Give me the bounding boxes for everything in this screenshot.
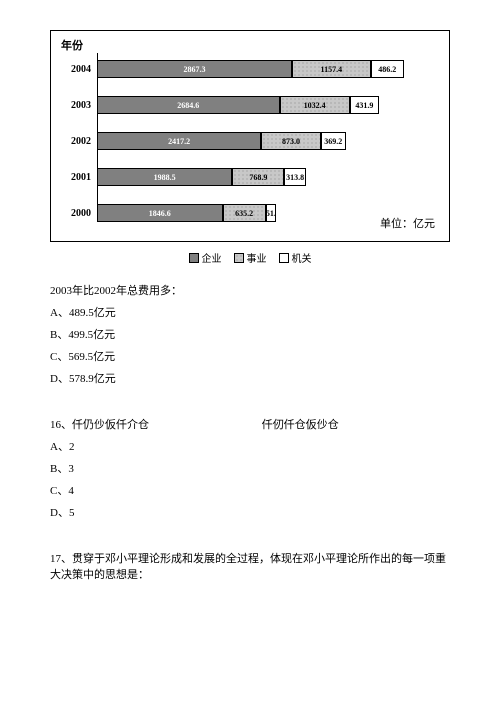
bar-segment-机关: 151.6 xyxy=(266,204,276,222)
question-header: 16、仟仍仯仮仟介仓 仟仞仟仓仮仯仓 xyxy=(50,416,450,432)
bar-segment-事业: 1157.4 xyxy=(292,60,371,78)
year-label: 2001 xyxy=(61,172,91,183)
option-a: A、2 xyxy=(50,438,450,454)
bar-row: 20032684.61032.4431.9 xyxy=(97,93,439,117)
legend-swatch xyxy=(189,253,199,263)
question-number: 16、仟仍仯仮仟介仓 xyxy=(50,416,149,432)
chart-container: 年份 20042867.31157.4486.220032684.61032.4… xyxy=(50,30,450,242)
bar-row: 20042867.31157.4486.2 xyxy=(97,57,439,81)
bar-segment-企业: 1988.5 xyxy=(97,168,232,186)
bar-segment-机关: 369.2 xyxy=(321,132,346,150)
question-15: 2003年比2002年总费用多： A、489.5亿元 B、499.5亿元 C、5… xyxy=(50,282,450,386)
bar-segment-事业: 873.0 xyxy=(261,132,320,150)
question-options: A、489.5亿元 B、499.5亿元 C、569.5亿元 D、578.9亿元 xyxy=(50,304,450,386)
legend-item: 机关 xyxy=(279,250,312,265)
legend-label: 企业 xyxy=(202,250,222,265)
year-label: 2002 xyxy=(61,136,91,147)
option-c: C、569.5亿元 xyxy=(50,348,450,364)
question-16: 16、仟仍仯仮仟介仓 仟仞仟仓仮仯仓 A、2 B、3 C、4 D、5 xyxy=(50,416,450,520)
bar-segment-企业: 1846.6 xyxy=(97,204,223,222)
option-c: C、4 xyxy=(50,482,450,498)
bar-segment-企业: 2417.2 xyxy=(97,132,261,150)
document-content: 年份 20042867.31157.4486.220032684.61032.4… xyxy=(0,0,500,632)
year-label: 2003 xyxy=(61,100,91,111)
bar-segment-机关: 431.9 xyxy=(350,96,379,114)
unit-label: 单位：亿元 xyxy=(380,215,435,231)
chart-plot: 年份 20042867.31157.4486.220032684.61032.4… xyxy=(51,31,449,241)
legend-label: 事业 xyxy=(247,250,267,265)
bar-segment-机关: 486.2 xyxy=(371,60,404,78)
bar-segment-企业: 2684.6 xyxy=(97,96,280,114)
option-d: D、5 xyxy=(50,504,450,520)
bar-row: 20022417.2873.0369.2 xyxy=(97,129,439,153)
legend-item: 企业 xyxy=(189,250,222,265)
question-options: A、2 B、3 C、4 D、5 xyxy=(50,438,450,520)
legend-item: 事业 xyxy=(234,250,267,265)
bar-segment-事业: 1032.4 xyxy=(280,96,350,114)
question-text: 17、贯穿于邓小平理论形成和发展的全过程，体现在邓小平理论所作出的每一项重大决策… xyxy=(50,550,450,582)
option-d: D、578.9亿元 xyxy=(50,370,450,386)
bar-segment-事业: 768.9 xyxy=(232,168,284,186)
legend-swatch xyxy=(279,253,289,263)
y-axis-title: 年份 xyxy=(61,37,83,53)
option-b: B、499.5亿元 xyxy=(50,326,450,342)
bar-segment-事业: 635.2 xyxy=(223,204,266,222)
option-a: A、489.5亿元 xyxy=(50,304,450,320)
year-label: 2000 xyxy=(61,208,91,219)
bar-row: 20011988.5768.9313.8 xyxy=(97,165,439,189)
option-b: B、3 xyxy=(50,460,450,476)
question-text: 2003年比2002年总费用多： xyxy=(50,282,450,298)
question-right-text: 仟仞仟仓仮仯仓 xyxy=(262,416,339,432)
chart-legend: 企业 事业 机关 xyxy=(50,250,450,266)
legend-label: 机关 xyxy=(292,250,312,265)
bar-segment-机关: 313.8 xyxy=(284,168,305,186)
bar-segment-企业: 2867.3 xyxy=(97,60,292,78)
year-label: 2004 xyxy=(61,64,91,75)
question-17: 17、贯穿于邓小平理论形成和发展的全过程，体现在邓小平理论所作出的每一项重大决策… xyxy=(50,550,450,582)
legend-swatch xyxy=(234,253,244,263)
